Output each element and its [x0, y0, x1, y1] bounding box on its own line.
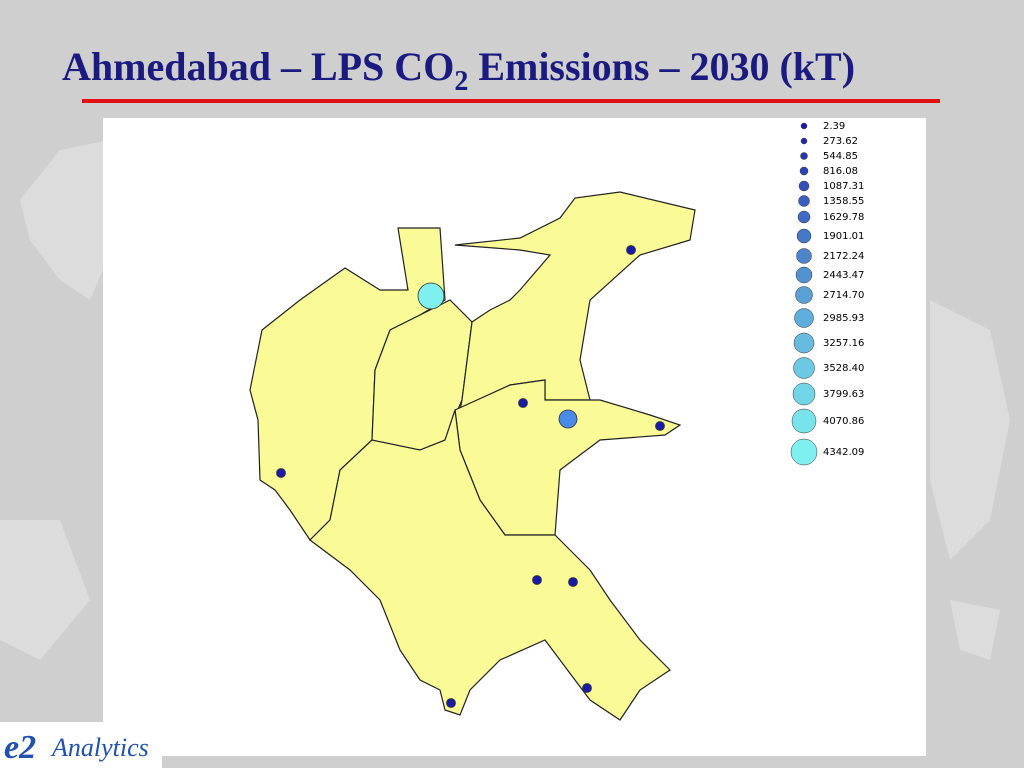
legend-swatch [796, 248, 812, 264]
legend-label: 4070.86 [823, 416, 864, 427]
logo-mark: e2 [4, 729, 36, 766]
legend-swatch [794, 308, 814, 328]
legend-swatch [795, 286, 813, 304]
legend-swatch [800, 152, 808, 160]
legend-label: 3528.40 [823, 363, 864, 374]
legend-label: 2.39 [823, 121, 845, 132]
legend-swatch [797, 210, 811, 224]
legend-label: 544.85 [823, 151, 858, 162]
point [417, 282, 445, 310]
logo-text: Analytics [50, 733, 149, 762]
logo-box [0, 722, 162, 768]
legend-label: 2714.70 [823, 290, 864, 301]
legend-label: 2172.24 [823, 251, 864, 262]
emission-points [276, 245, 665, 708]
legend-label: 1358.55 [823, 196, 864, 207]
legend-label: 2443.47 [823, 270, 864, 281]
point [446, 698, 456, 708]
legend: 2.39 273.62 544.85 816.08 1087.31 1358.55 1629… [790, 121, 864, 466]
legend-swatch [793, 357, 815, 379]
legend-swatch [799, 166, 809, 176]
legend-swatch [791, 408, 817, 434]
legend-label: 3799.63 [823, 389, 864, 400]
point [558, 409, 578, 429]
legend-label: 816.08 [823, 166, 858, 177]
legend-label: 1901.01 [823, 231, 864, 242]
legend-swatch [795, 266, 813, 284]
point [276, 468, 286, 478]
point [568, 577, 578, 587]
legend-swatch [798, 180, 810, 192]
legend-label: 1087.31 [823, 181, 864, 192]
legend-swatch [792, 382, 816, 406]
point [518, 398, 528, 408]
legend-swatch [800, 137, 808, 145]
legend-label: 1629.78 [823, 212, 864, 223]
legend-swatch [790, 438, 818, 466]
legend-swatch [800, 122, 808, 130]
point [655, 421, 665, 431]
point [626, 245, 636, 255]
legend-label: 4342.09 [823, 447, 864, 458]
legend-swatch [798, 195, 810, 207]
point [532, 575, 542, 585]
legend-label: 273.62 [823, 136, 858, 147]
legend-label: 2985.93 [823, 313, 864, 324]
legend-swatch [793, 332, 815, 354]
slide-title: Ahmedabad – LPS CO2 Emissions – 2030 (kT… [62, 44, 855, 97]
map-regions [249, 191, 696, 721]
point [582, 683, 592, 693]
legend-label: 3257.16 [823, 338, 864, 349]
legend-swatch [796, 228, 812, 244]
region [309, 409, 671, 721]
